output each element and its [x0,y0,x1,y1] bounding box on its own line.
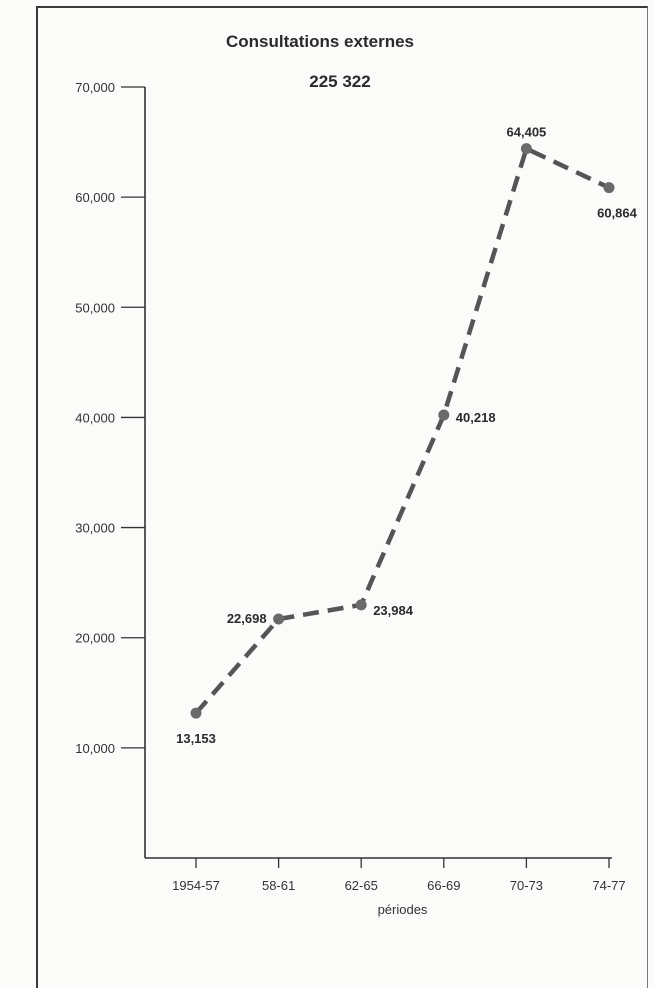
data-point [273,613,285,625]
x-tick-label: 62-65 [345,878,378,893]
y-tick-label: 20,000 [75,631,115,646]
y-axis-ticks: 10,000 20,000 30,000 40,000 50,000 60,000 70,0… [75,80,145,756]
data-label: 60,864 [597,206,638,221]
y-tick-label: 40,000 [75,410,115,425]
x-tick-label: 58-61 [262,878,295,893]
chart-subtitle: 225 322 [309,72,371,91]
x-tick-label: 74-77 [592,878,625,893]
y-tick-label: 60,000 [75,190,115,205]
data-label: 22,698 [227,611,267,626]
chart-frame [36,6,648,988]
series-path [194,146,610,715]
y-tick-label: 10,000 [75,741,115,756]
x-axis-ticks: 1954-57 58-61 62-65 66-69 70-73 74-77 [172,858,626,893]
y-tick-label: 50,000 [75,300,115,315]
data-points [190,143,615,719]
chart-title: Consultations externes [226,32,414,51]
data-point [438,409,450,421]
data-label: 23,984 [373,603,414,618]
chart-axes [144,87,612,859]
y-tick-label: 70,000 [75,80,115,95]
x-axis-title: périodes [378,902,428,917]
x-tick-label: 70-73 [510,878,543,893]
series-line [194,146,610,715]
x-tick-label: 66-69 [427,878,460,893]
data-label: 64,405 [507,125,547,140]
data-label: 13,153 [176,731,216,746]
data-labels: 13,153 22,698 23,984 40,218 64,405 60,864 [176,125,638,747]
data-point [355,599,367,611]
y-tick-label: 30,000 [75,521,115,536]
data-point [520,143,532,155]
data-point [603,182,615,194]
data-label: 40,218 [456,410,496,425]
data-point [190,707,202,719]
x-tick-label: 1954-57 [172,878,220,893]
